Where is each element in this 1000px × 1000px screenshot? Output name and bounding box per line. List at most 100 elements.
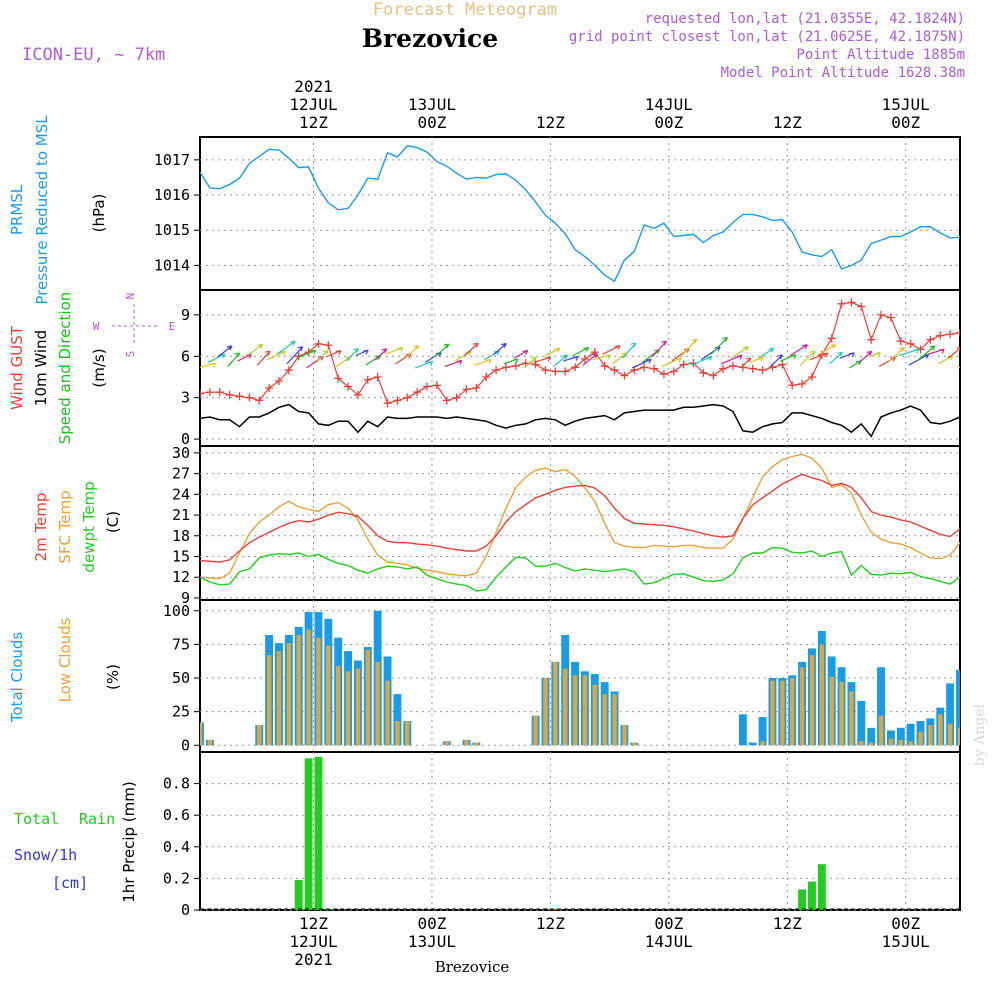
time-label: 2021 — [294, 77, 333, 96]
temp-y-tick-label: 21 — [172, 506, 190, 524]
low-cloud-bar — [572, 675, 578, 746]
low-cloud-bar — [632, 742, 637, 746]
low-cloud-bar — [464, 739, 469, 746]
wind-panel: 0 3 6 9 — [181, 289, 961, 448]
time-label: 12Z — [299, 113, 328, 132]
gust-marker — [600, 361, 609, 370]
wind-dir-arrowhead — [956, 346, 960, 352]
pressure-panel: 1014 1015 1016 1017 — [154, 136, 961, 291]
time-label: 12Z — [299, 914, 328, 933]
precip-panel: 0 0.2 0.4 0.6 0.8 — [163, 751, 961, 919]
wind-dir-arrowhead — [456, 359, 463, 365]
wind-dir-arrow — [375, 348, 388, 361]
temp-unit: (C) — [104, 511, 122, 533]
low-cloud-bar — [928, 725, 933, 746]
rain-bar — [304, 758, 313, 910]
time-label: 00Z — [891, 914, 920, 933]
low-cloud-bar — [829, 676, 834, 746]
temp-label-dew: dewpt Temp — [80, 481, 98, 572]
gust-marker — [452, 393, 461, 402]
gust-marker — [906, 339, 915, 348]
gust-marker — [314, 339, 323, 348]
clouds-unit: (%) — [104, 664, 122, 690]
gust-marker — [225, 390, 234, 399]
gust-marker — [758, 366, 767, 375]
gust-marker — [857, 302, 866, 311]
gust-marker — [926, 335, 935, 344]
low-cloud-bar — [888, 738, 894, 746]
wind-dir-arrowhead — [913, 348, 920, 354]
rain-bar — [798, 889, 807, 910]
wind-dir-arrow — [947, 347, 960, 359]
low-cloud-bar — [898, 739, 903, 746]
gust-marker — [847, 298, 856, 307]
wind-dir-arrow — [246, 343, 263, 356]
low-cloud-bar — [819, 644, 825, 746]
low-cloud-bar — [799, 667, 805, 746]
low-cloud-bar — [938, 714, 943, 746]
time-label: 13JUL — [408, 95, 456, 114]
wind-dir-arrowhead — [485, 358, 492, 364]
gust-marker — [896, 337, 905, 346]
temp-y-tick-label: 24 — [172, 485, 190, 503]
temp-y-tick-label: 30 — [172, 444, 190, 462]
wind-dir-arrow — [276, 340, 296, 355]
gust-marker — [442, 396, 451, 405]
gust-marker — [877, 310, 886, 319]
low-cloud-bar — [987, 744, 991, 745]
time-label: 15JUL — [882, 932, 930, 951]
low-cloud-bar — [849, 691, 854, 746]
wind-dir-arrowhead — [875, 352, 881, 357]
wind-dir-arrow — [740, 357, 752, 369]
gust-marker — [383, 399, 392, 408]
wind-dir-arrowhead — [929, 345, 936, 351]
rain-bar — [808, 881, 816, 910]
wind-dir-arrow — [760, 347, 774, 358]
wind-dir-arrow — [513, 349, 529, 359]
low-cloud-bar — [316, 637, 321, 746]
gust-marker — [650, 364, 659, 373]
low-cloud-bar — [444, 741, 449, 746]
low-cloud-bar — [276, 651, 282, 746]
total-cloud-bar — [857, 700, 866, 746]
wind-dir-arrowhead — [562, 354, 568, 360]
low-cloud-bar — [918, 731, 923, 746]
wind-dir-arrowhead — [280, 350, 286, 356]
low-cloud-bar — [622, 725, 627, 746]
low-cloud-bar — [789, 678, 795, 746]
compass-e: E — [169, 320, 176, 333]
wind-dir-arrow — [858, 350, 873, 363]
wind-dir-arrow — [829, 351, 843, 365]
temp-plot-area — [200, 453, 960, 592]
pressure-label-prmsl: PRMSL — [8, 184, 26, 235]
pressure-label-msl: Pressure Reduced to MSL — [33, 115, 51, 305]
low-cloud-bar — [207, 739, 213, 746]
wind-dir-arrow — [404, 345, 420, 359]
low-cloud-bar — [839, 682, 844, 746]
wind-dir-arrowhead — [289, 340, 296, 346]
wind-dir-arrow — [572, 347, 589, 357]
wind-dir-arrowhead — [501, 343, 507, 348]
total-cloud-bar — [886, 730, 895, 746]
clouds-plot-area — [200, 610, 1000, 746]
gust-marker — [482, 372, 491, 381]
pressure-y-tick-label: 1015 — [154, 221, 190, 239]
low-cloud-bar — [592, 684, 598, 746]
gust-marker — [423, 382, 432, 391]
watermark: by Angel — [972, 703, 988, 766]
wind-dir-arrow — [316, 350, 329, 363]
time-label: 00Z — [891, 113, 920, 132]
low-cloud-bar — [257, 725, 262, 746]
wind-dir-arrow — [493, 343, 507, 355]
gust-marker — [679, 360, 688, 369]
temp-y-tick-label: 27 — [172, 465, 190, 483]
total-cloud-bar — [996, 675, 1000, 745]
wind10m-line — [200, 403, 960, 438]
gust-marker — [472, 384, 481, 393]
gust-marker — [778, 360, 787, 369]
low-cloud-bar — [335, 665, 341, 746]
wind-dir-arrow — [691, 355, 713, 366]
low-cloud-bar — [345, 671, 351, 746]
low-cloud-bar — [375, 661, 380, 746]
wind-y-tick-label: 6 — [181, 347, 190, 365]
